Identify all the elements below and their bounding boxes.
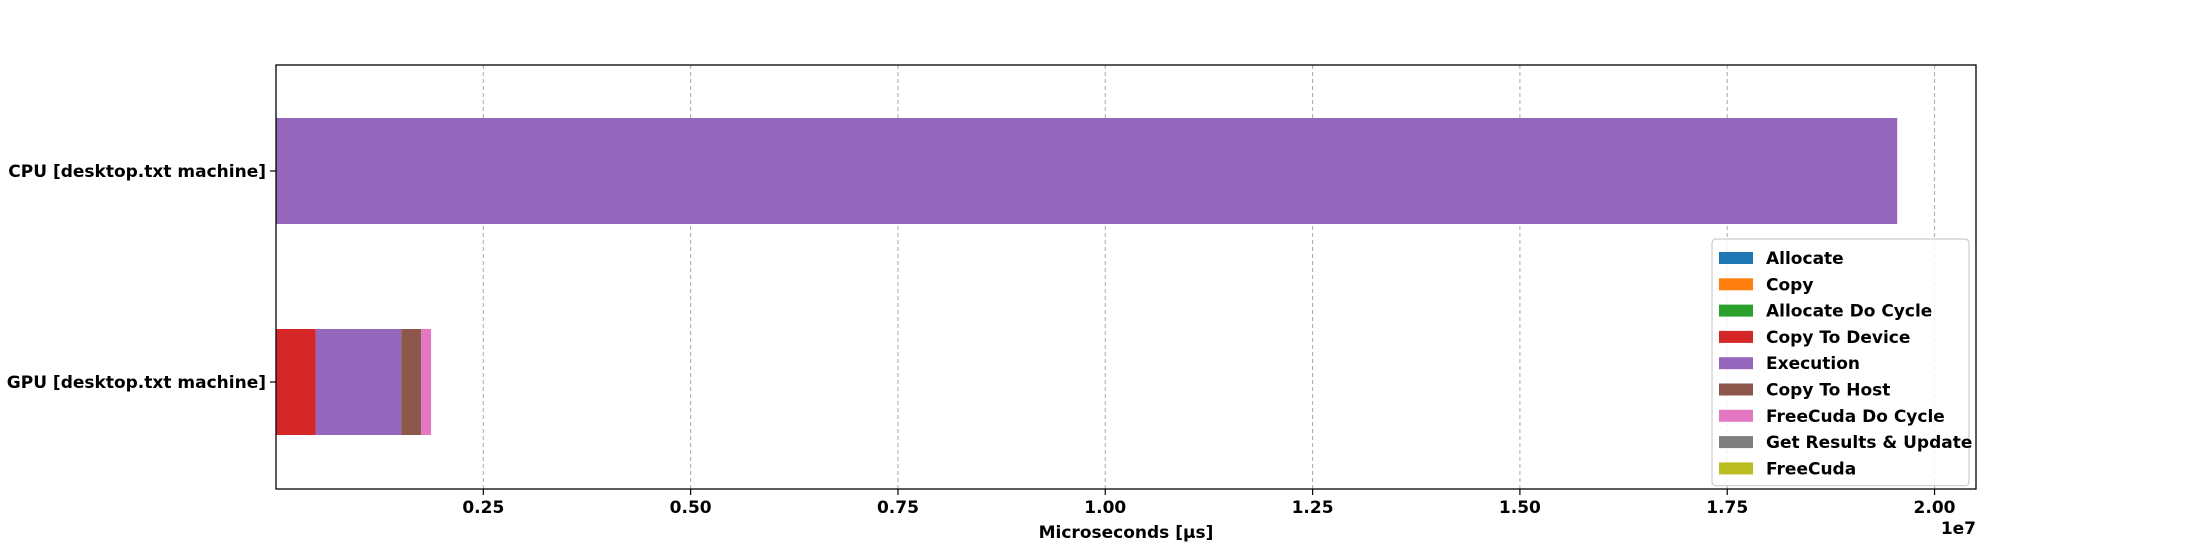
legend-entry: Allocate <box>1766 249 1844 269</box>
x-tick-label: 1.50 <box>1499 498 1541 518</box>
bar-segment-execution <box>315 329 402 435</box>
legend-swatch <box>1719 278 1753 291</box>
legend-swatch <box>1719 409 1753 422</box>
legend-swatch <box>1719 462 1753 475</box>
bar-segment-execution <box>276 118 1898 224</box>
legend-swatch <box>1719 252 1753 264</box>
legend-entry: Get Results & Update <box>1766 433 1972 453</box>
legend-swatch <box>1719 357 1753 370</box>
y-category-label: CPU [desktop.txt machine] <box>8 162 266 182</box>
x-tick-label: 1.25 <box>1292 498 1334 518</box>
legend-entry: Copy To Host <box>1766 381 1890 401</box>
legend-swatch <box>1719 383 1753 396</box>
legend-swatch <box>1719 436 1753 449</box>
y-axis-ticks: CPU [desktop.txt machine] GPU [desktop.tx… <box>7 162 276 393</box>
legend-entry: Execution <box>1766 354 1860 374</box>
x-axis-offset-label: 1e7 <box>1941 519 1976 539</box>
legend-swatch <box>1719 304 1753 317</box>
axes-frame <box>275 64 1977 490</box>
x-tick-label: 0.75 <box>877 498 919 518</box>
x-tick-label: 1.75 <box>1706 498 1748 518</box>
legend-entry: FreeCuda Do Cycle <box>1766 407 1945 427</box>
x-tick-label: 1.00 <box>1084 498 1126 518</box>
x-axis-label: Microseconds [µs] <box>1039 523 1214 543</box>
legend-entry: Copy To Device <box>1766 328 1910 348</box>
legend-box <box>1711 238 1970 487</box>
x-tick-label: 0.25 <box>462 498 504 518</box>
y-category-label: GPU [desktop.txt machine] <box>7 373 266 393</box>
legend-entry: Copy <box>1766 275 1813 295</box>
x-tick-label: 2.00 <box>1914 498 1956 518</box>
x-tick-label: 0.50 <box>670 498 712 518</box>
bar-segment-copy-to-host <box>401 329 422 435</box>
bars <box>276 118 1898 435</box>
legend-entry: Allocate Do Cycle <box>1766 302 1932 322</box>
x-axis-ticks: 0.25 0.50 0.75 1.00 1.25 1.50 1.75 2.00 <box>462 489 1956 518</box>
bar-segment-freecuda-do-cycle <box>421 329 432 435</box>
legend: Allocate Copy Allocate Do Cycle Copy To Dev… <box>1711 238 1972 487</box>
legend-swatch <box>1719 330 1753 343</box>
bar-segment-copy-to-device <box>276 329 316 435</box>
legend-entry: FreeCuda <box>1766 459 1856 479</box>
